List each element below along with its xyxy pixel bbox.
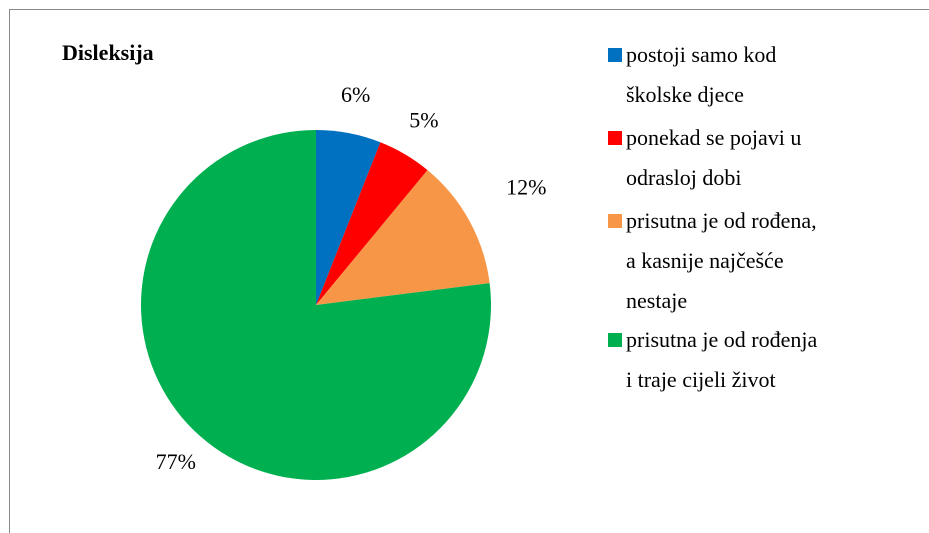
legend-swatch bbox=[608, 48, 622, 62]
pie-slice bbox=[141, 130, 492, 481]
legend: postoji samo kod školske djece ponekad se… bbox=[608, 35, 928, 403]
legend-label: postoji samo kod školske djece bbox=[626, 42, 777, 107]
legend-item: ponekad se pojavi u odrasloj dobi bbox=[608, 118, 928, 198]
legend-item: prisutna je od rođena, a kasnije najčešć… bbox=[608, 201, 928, 321]
data-label: 12% bbox=[506, 174, 546, 199]
legend-label: ponekad se pojavi u odrasloj dobi bbox=[626, 125, 802, 190]
legend-label: prisutna je od rođenja i traje cijeli ži… bbox=[626, 327, 818, 392]
legend-swatch bbox=[608, 333, 622, 347]
legend-item: prisutna je od rođenja i traje cijeli ži… bbox=[608, 320, 928, 400]
pie-slice bbox=[316, 170, 490, 305]
pie-slice bbox=[316, 130, 381, 305]
legend-swatch bbox=[608, 131, 622, 145]
legend-swatch bbox=[608, 214, 622, 228]
pie-slice bbox=[316, 142, 428, 305]
legend-item: postoji samo kod školske djece bbox=[608, 35, 928, 115]
chart-title: Disleksija bbox=[62, 40, 154, 65]
data-label: 77% bbox=[156, 449, 196, 474]
data-label: 5% bbox=[409, 108, 438, 133]
legend-label: prisutna je od rođena, a kasnije najčešć… bbox=[626, 208, 817, 313]
data-label: 6% bbox=[341, 82, 370, 107]
